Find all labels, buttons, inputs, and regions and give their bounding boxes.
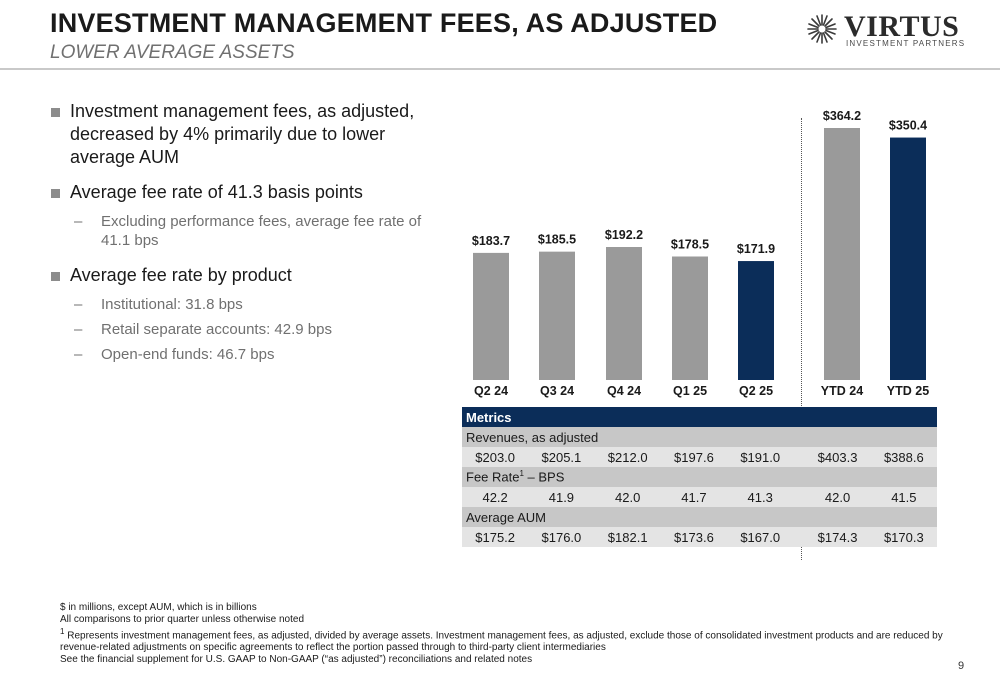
metrics-label-row: Fee Rate1 – BPS bbox=[462, 467, 937, 487]
header-divider bbox=[0, 68, 1000, 70]
x-tick-label: Q1 25 bbox=[673, 384, 707, 398]
bar-data-label: $183.7 bbox=[472, 234, 510, 248]
metric-value: $212.0 bbox=[594, 447, 661, 467]
virtus-logo: VIRTUS INVESTMENT PARTNERS bbox=[806, 10, 966, 54]
metrics-header-row: Metrics bbox=[462, 407, 937, 427]
bullet-item: Investment management fees, as adjusted,… bbox=[50, 100, 430, 169]
sub-bullet-text: Open-end funds: 46.7 bps bbox=[101, 346, 275, 363]
metric-value: $176.0 bbox=[528, 527, 595, 547]
metric-value: $170.3 bbox=[870, 527, 937, 547]
bar-q4-24 bbox=[606, 247, 642, 380]
footnote-text: Represents investment management fees, a… bbox=[60, 630, 943, 654]
page-subtitle: LOWER AVERAGE ASSETS bbox=[50, 42, 295, 63]
footnote-marker: 1 bbox=[60, 627, 65, 636]
metrics-label-row: Revenues, as adjusted bbox=[462, 427, 937, 447]
dash-bullet-icon: – bbox=[74, 346, 83, 363]
page-title: INVESTMENT MANAGEMENT FEES, AS ADJUSTED bbox=[50, 8, 718, 38]
metrics-value-row: $175.2 $176.0 $182.1 $173.6 $167.0 $174.… bbox=[462, 527, 937, 547]
footnotes: $ in millions, except AUM, which is in b… bbox=[60, 602, 960, 666]
sub-bullet-item: – Excluding performance fees, average fee… bbox=[50, 212, 430, 250]
bullet-text: Investment management fees, as adjusted,… bbox=[70, 101, 415, 167]
metric-value: $403.3 bbox=[804, 447, 871, 467]
metric-spacer bbox=[793, 487, 805, 507]
metric-value: 42.0 bbox=[804, 487, 871, 507]
x-tick-label: YTD 25 bbox=[887, 384, 929, 398]
metric-value: $182.1 bbox=[594, 527, 661, 547]
bar-data-label: $178.5 bbox=[671, 237, 709, 251]
dash-bullet-icon: – bbox=[74, 296, 83, 313]
bar-data-label: $192.2 bbox=[605, 228, 643, 242]
starburst-icon bbox=[807, 14, 837, 44]
bar-data-label: $185.5 bbox=[538, 233, 576, 247]
metric-label: Revenues, as adjusted bbox=[462, 427, 937, 447]
footnote-marker: 1 bbox=[519, 469, 524, 479]
sub-bullet-item: – Open-end funds: 46.7 bps bbox=[50, 345, 430, 364]
bullet-text: Average fee rate by product bbox=[70, 265, 292, 285]
metric-value: $388.6 bbox=[870, 447, 937, 467]
metric-label-suffix: – BPS bbox=[523, 469, 565, 485]
bullet-text: Average fee rate of 41.3 basis points bbox=[70, 182, 363, 202]
square-bullet-icon bbox=[51, 189, 60, 198]
metrics-table: Metrics Revenues, as adjusted $203.0 $20… bbox=[462, 407, 937, 547]
metrics-header: Metrics bbox=[462, 407, 937, 427]
logo-tagline: INVESTMENT PARTNERS bbox=[846, 39, 966, 48]
bar-data-label: $364.2 bbox=[823, 109, 861, 123]
bullet-list: Investment management fees, as adjusted,… bbox=[50, 100, 430, 374]
metric-value: 42.2 bbox=[462, 487, 529, 507]
x-tick-label: Q2 24 bbox=[474, 384, 508, 398]
metric-value: 41.9 bbox=[528, 487, 595, 507]
bar-ytd-24 bbox=[824, 128, 860, 380]
dash-bullet-icon: – bbox=[74, 213, 83, 230]
footnote-line: $ in millions, except AUM, which is in b… bbox=[60, 602, 257, 613]
metric-value: $167.0 bbox=[727, 527, 794, 547]
bar-data-label: $350.4 bbox=[889, 119, 927, 133]
metric-value: $173.6 bbox=[660, 527, 728, 547]
metric-label-text: Fee Rate bbox=[466, 469, 520, 485]
metrics-value-row: $203.0 $205.1 $212.0 $197.6 $191.0 $403.… bbox=[462, 447, 937, 467]
metric-value: $197.6 bbox=[660, 447, 728, 467]
sub-bullet-text: Institutional: 31.8 bps bbox=[101, 296, 243, 313]
metric-spacer bbox=[793, 527, 805, 547]
sub-bullet-text: Retail separate accounts: 42.9 bps bbox=[101, 321, 332, 338]
sub-bullet-text: Excluding performance fees, average fee … bbox=[101, 213, 422, 249]
metric-value: $205.1 bbox=[528, 447, 595, 467]
dash-bullet-icon: – bbox=[74, 321, 83, 338]
metrics-label-row: Average AUM bbox=[462, 507, 937, 527]
fees-bar-chart: $183.7 Q2 24 $185.5 Q3 24 $192.2 Q4 24 $178.5 Q… bbox=[472, 109, 929, 398]
metric-value: 41.3 bbox=[727, 487, 794, 507]
logo-wordmark: VIRTUS bbox=[844, 10, 960, 43]
bar-q2-25 bbox=[738, 261, 774, 380]
sub-bullet-item: – Institutional: 31.8 bps bbox=[50, 295, 430, 314]
x-tick-label: Q4 24 bbox=[607, 384, 641, 398]
square-bullet-icon bbox=[51, 108, 60, 117]
bar-q3-24 bbox=[539, 251, 575, 380]
metric-label: Average AUM bbox=[462, 507, 937, 527]
square-bullet-icon bbox=[51, 272, 60, 281]
metric-spacer bbox=[793, 447, 805, 467]
footnote-line: All comparisons to prior quarter unless … bbox=[60, 614, 305, 625]
metric-value: 41.7 bbox=[660, 487, 728, 507]
x-tick-label: Q3 24 bbox=[540, 384, 574, 398]
ytd-separator bbox=[801, 118, 802, 560]
bar-q1-25 bbox=[672, 256, 708, 380]
page-number: 9 bbox=[958, 660, 965, 672]
metric-value: $175.2 bbox=[462, 527, 529, 547]
bar-ytd-25 bbox=[890, 137, 926, 380]
metric-value: 41.5 bbox=[870, 487, 937, 507]
bullet-item: Average fee rate of 41.3 basis points bbox=[50, 181, 430, 204]
metrics-value-row: 42.2 41.9 42.0 41.7 41.3 42.0 41.5 bbox=[462, 487, 937, 507]
sub-bullet-item: – Retail separate accounts: 42.9 bps bbox=[50, 320, 430, 339]
x-tick-label: Q2 25 bbox=[739, 384, 773, 398]
bullet-item: Average fee rate by product bbox=[50, 264, 430, 287]
metric-value: 42.0 bbox=[594, 487, 661, 507]
bar-data-label: $171.9 bbox=[737, 242, 775, 256]
metric-value: $203.0 bbox=[462, 447, 529, 467]
x-tick-label: YTD 24 bbox=[821, 384, 863, 398]
metric-value: $191.0 bbox=[727, 447, 794, 467]
metric-label: Fee Rate1 – BPS bbox=[462, 467, 937, 487]
bar-q2-24 bbox=[473, 252, 509, 380]
metric-value: $174.3 bbox=[804, 527, 871, 547]
footnote-line: See the financial supplement for U.S. GA… bbox=[60, 654, 533, 666]
footnote-line: 1 Represents investment management fees,… bbox=[60, 626, 960, 654]
